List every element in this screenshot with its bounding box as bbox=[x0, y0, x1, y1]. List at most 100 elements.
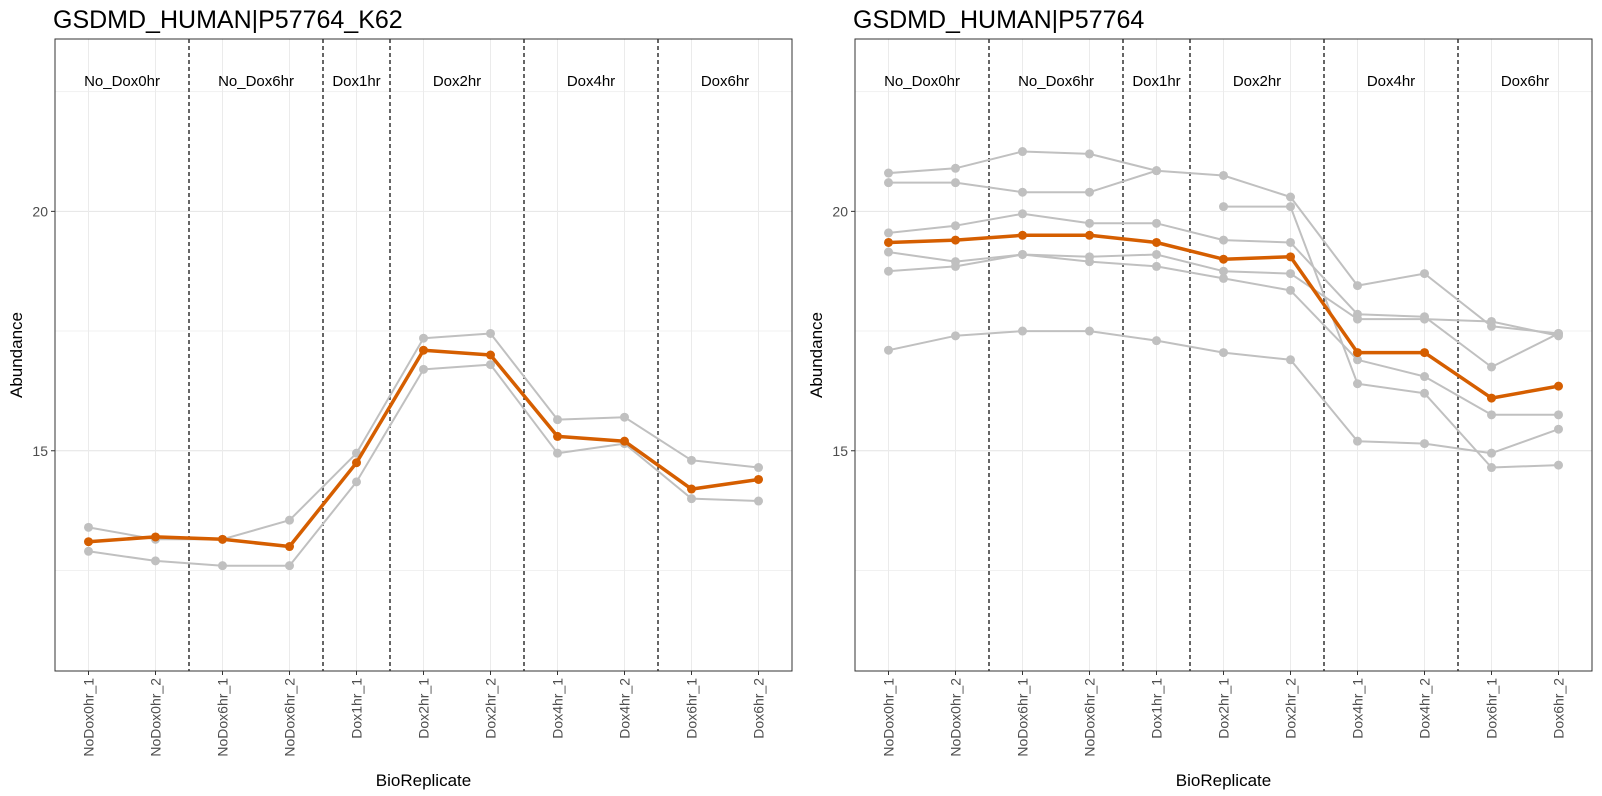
x-tick-label: Dox2hr_2 bbox=[1283, 678, 1299, 739]
x-tick-label: NoDox0hr_2 bbox=[148, 678, 164, 757]
feature-point bbox=[1018, 326, 1027, 336]
summary-point bbox=[553, 431, 562, 441]
x-tick-label: NoDox6hr_2 bbox=[282, 678, 298, 757]
feature-point bbox=[1554, 331, 1563, 341]
summary-series bbox=[884, 230, 1563, 403]
feature-point bbox=[1018, 187, 1027, 197]
feature-point bbox=[1554, 410, 1563, 420]
x-tick-label: NoDox6hr_2 bbox=[1082, 678, 1098, 757]
feature-point bbox=[1286, 202, 1295, 212]
condition-label: Dox6hr bbox=[1501, 73, 1549, 90]
feature-point bbox=[1219, 170, 1228, 180]
x-tick-label: Dox6hr_2 bbox=[1551, 678, 1567, 739]
x-tick-label: Dox4hr_2 bbox=[617, 678, 633, 739]
feature-point bbox=[419, 333, 428, 343]
feature-point bbox=[285, 515, 294, 525]
feature-point bbox=[1152, 336, 1161, 346]
feature-point bbox=[1286, 355, 1295, 365]
feature-point bbox=[1286, 269, 1295, 279]
chart-title: GSDMD_HUMAN|P57764_K62 bbox=[53, 6, 403, 34]
feature-point bbox=[1085, 187, 1094, 197]
x-tick-label: Dox4hr_2 bbox=[1417, 678, 1433, 739]
summary-point bbox=[951, 235, 960, 245]
summary-point bbox=[884, 237, 893, 247]
chart-panel-2: GSDMD_HUMAN|P57764 No_Dox0hr No_Dox6hr Dox1… bbox=[807, 6, 1593, 790]
summary-point bbox=[419, 345, 428, 355]
feature-point bbox=[687, 494, 696, 504]
feature-point bbox=[419, 364, 428, 374]
feature-point bbox=[1152, 249, 1161, 259]
feature-point bbox=[1286, 237, 1295, 247]
feature-point bbox=[1554, 460, 1563, 470]
feature-point bbox=[1219, 348, 1228, 358]
summary-point bbox=[1018, 230, 1027, 240]
feature-point bbox=[1085, 218, 1094, 228]
feature-point bbox=[486, 360, 495, 370]
x-tick-label: Dox1hr_1 bbox=[1149, 678, 1165, 739]
summary-point bbox=[285, 542, 294, 552]
summary-point bbox=[1219, 254, 1228, 264]
condition-label: No_Dox6hr bbox=[218, 73, 294, 90]
x-tick-label: Dox6hr_2 bbox=[751, 678, 767, 739]
condition-label: Dox2hr bbox=[1233, 73, 1281, 90]
feature-point bbox=[1420, 439, 1429, 449]
condition-label: No_Dox0hr bbox=[884, 73, 960, 90]
feature-point bbox=[1286, 192, 1295, 202]
summary-point bbox=[1353, 348, 1362, 358]
feature-point bbox=[1018, 249, 1027, 259]
summary-point bbox=[620, 436, 629, 446]
feature-point bbox=[754, 496, 763, 506]
feature-point bbox=[951, 331, 960, 341]
x-axis-title: BioReplicate bbox=[376, 771, 471, 790]
feature-point bbox=[1353, 436, 1362, 446]
summary-point bbox=[1420, 348, 1429, 358]
feature-point bbox=[84, 522, 93, 532]
feature-point bbox=[285, 561, 294, 571]
condition-label: Dox4hr bbox=[1367, 73, 1415, 90]
feature-point bbox=[951, 221, 960, 231]
feature-point bbox=[1152, 166, 1161, 176]
feature-point bbox=[1353, 355, 1362, 365]
feature-point bbox=[1420, 269, 1429, 279]
summary-point bbox=[687, 484, 696, 494]
feature-point bbox=[1487, 362, 1496, 372]
condition-label: No_Dox0hr bbox=[84, 73, 160, 90]
chart-panel-1: GSDMD_HUMAN|P57764_K62 No_Dox0hr No_Dox6hr… bbox=[7, 6, 793, 790]
feature-point bbox=[1487, 410, 1496, 420]
feature-point bbox=[1085, 257, 1094, 267]
feature-point bbox=[1420, 314, 1429, 324]
feature-point bbox=[553, 448, 562, 458]
y-tick-label: 15 bbox=[832, 443, 848, 459]
feature-point bbox=[151, 556, 160, 566]
feature-point bbox=[1353, 379, 1362, 389]
y-axis-title: Abundance bbox=[807, 312, 826, 398]
condition-label: Dox2hr bbox=[433, 73, 481, 90]
feature-point bbox=[1219, 273, 1228, 283]
y-tick-label: 20 bbox=[32, 203, 48, 219]
x-tick-label: NoDox6hr_1 bbox=[1015, 678, 1031, 757]
feature-point bbox=[884, 228, 893, 238]
feature-series bbox=[1219, 202, 1563, 473]
x-tick-label: Dox6hr_1 bbox=[684, 678, 700, 739]
x-tick-label: NoDox0hr_2 bbox=[948, 678, 964, 757]
feature-point bbox=[1286, 285, 1295, 295]
feature-point bbox=[1487, 448, 1496, 458]
feature-point bbox=[884, 247, 893, 257]
feature-point bbox=[1353, 281, 1362, 291]
x-tick-label: NoDox6hr_1 bbox=[215, 678, 231, 757]
feature-point bbox=[1487, 316, 1496, 326]
summary-point bbox=[1152, 237, 1161, 247]
feature-point bbox=[1152, 261, 1161, 271]
summary-point bbox=[1286, 252, 1295, 262]
summary-series bbox=[84, 345, 763, 552]
feature-point bbox=[1420, 372, 1429, 382]
summary-point bbox=[754, 474, 763, 484]
x-tick-label: Dox2hr_2 bbox=[483, 678, 499, 739]
feature-point bbox=[1219, 266, 1228, 276]
feature-point bbox=[1219, 202, 1228, 212]
condition-label: Dox1hr bbox=[1132, 73, 1180, 90]
feature-point bbox=[1420, 388, 1429, 398]
summary-point bbox=[1554, 381, 1563, 391]
feature-point bbox=[754, 463, 763, 473]
